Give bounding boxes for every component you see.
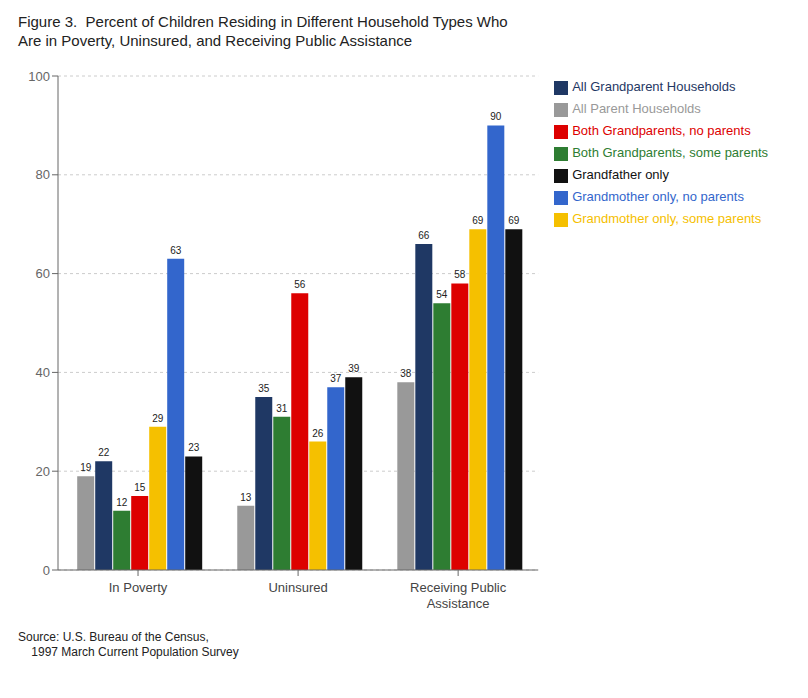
svg-text:54: 54 [436, 289, 448, 300]
svg-text:35: 35 [258, 383, 270, 394]
svg-text:20: 20 [36, 464, 50, 479]
svg-text:In Poverty: In Poverty [109, 580, 168, 595]
svg-text:15: 15 [134, 482, 146, 493]
svg-text:69: 69 [472, 215, 484, 226]
html-text:Both Grandparents, some parent: Both Grandparents, some parents [572, 145, 768, 160]
svg-text:19: 19 [80, 462, 92, 473]
svg-text:66: 66 [418, 230, 430, 241]
svg-text:39: 39 [348, 363, 360, 374]
svg-text:60: 60 [36, 266, 50, 281]
html-text:Grandmother only, some parents: Grandmother only, some parents [572, 211, 762, 226]
svg-text:23: 23 [188, 442, 200, 453]
html-text:Both Grandparents, no parents: Both Grandparents, no parents [572, 123, 751, 138]
svg-text:26: 26 [312, 428, 324, 439]
html-text:Are in Poverty, Uninsured, and: Are in Poverty, Uninsured, and Receiving… [18, 32, 413, 49]
svg-text:Receiving PublicAssistance: Receiving PublicAssistance [410, 580, 507, 611]
html-text:Grandmother only, no parents: Grandmother only, no parents [572, 189, 744, 204]
html-text:Source: U.S. Bureau of the Cen: Source: U.S. Bureau of the Census, 1997 … [18, 630, 239, 659]
svg-text:31: 31 [276, 403, 288, 414]
html-text:Grandfather only: Grandfather only [572, 167, 669, 182]
svg-text:0: 0 [43, 563, 50, 578]
html-text:Figure 3. Percent of Children: Figure 3. Percent of Children Residing i… [18, 13, 508, 30]
html-text:All Parent Households: All Parent Households [572, 101, 701, 116]
svg-text:37: 37 [330, 373, 342, 384]
html-text:All Grandparent Households: All Grandparent Households [572, 79, 736, 94]
svg-text:13: 13 [240, 492, 252, 503]
svg-text:40: 40 [36, 365, 50, 380]
svg-text:80: 80 [36, 167, 50, 182]
svg-text:29: 29 [152, 413, 164, 424]
svg-text:100: 100 [28, 69, 50, 84]
svg-text:69: 69 [508, 215, 520, 226]
svg-text:22: 22 [98, 447, 110, 458]
svg-text:56: 56 [294, 279, 306, 290]
svg-text:58: 58 [454, 269, 466, 280]
svg-text:Uninsured: Uninsured [268, 580, 327, 595]
svg-text:90: 90 [490, 111, 502, 122]
svg-text:12: 12 [116, 497, 128, 508]
svg-text:38: 38 [400, 368, 412, 379]
svg-text:63: 63 [170, 245, 182, 256]
